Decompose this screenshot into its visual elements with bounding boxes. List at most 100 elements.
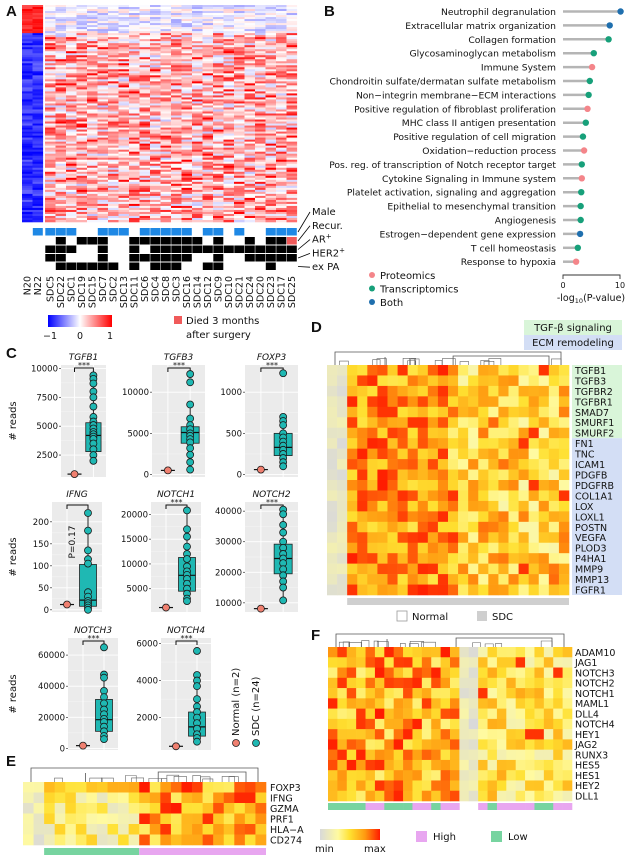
heatmap-d-cell <box>548 500 560 512</box>
heatmap-f-cell <box>374 790 385 802</box>
heatmap-a-cell <box>202 111 214 114</box>
heatmap-a-cell <box>244 215 256 219</box>
heatmap-d-cell <box>407 532 419 544</box>
heatmap-a-cell <box>223 81 235 84</box>
heatmap-a-cell <box>76 179 88 183</box>
heatmap-a-cell <box>22 213 33 217</box>
heatmap-d-cell <box>558 396 570 408</box>
heatmap-a-cell <box>181 135 193 138</box>
heatmap-f-cell <box>393 729 404 740</box>
heatmap-a-cell <box>66 187 77 191</box>
heatmap-f-cell <box>450 647 460 658</box>
heatmap-a-cell <box>234 177 245 181</box>
significance-stars: *** <box>181 634 193 643</box>
heatmap-d-cell <box>387 563 398 575</box>
heatmap-a-cell <box>129 137 140 140</box>
heatmap-a-cell <box>66 69 77 72</box>
heatmap-a-cell <box>223 163 235 167</box>
heatmap-f-cell <box>393 780 404 792</box>
heatmap-a-cell <box>160 47 172 50</box>
heatmap-d-cell <box>518 459 529 470</box>
heatmap-f-cell <box>384 718 394 730</box>
heatmap-a-cell <box>276 155 287 159</box>
heatmap-a-cell <box>223 205 235 209</box>
heatmap-a-cell <box>244 195 256 199</box>
heatmap-a-cell <box>202 85 214 88</box>
heatmap-a-cell <box>45 15 56 18</box>
heatmap-a-cell <box>55 153 67 156</box>
heatmap-a-cell <box>32 31 44 34</box>
heatmap-a-cell <box>192 43 203 46</box>
dendrogram-e-branch <box>125 775 137 782</box>
heatmap-d-cell <box>478 574 489 585</box>
annotation-cell-male <box>234 228 245 236</box>
heatmap-d-cell <box>448 375 459 387</box>
heatmap-a-cell <box>255 179 266 183</box>
heatmap-a-cell <box>171 37 182 40</box>
heatmap-a-cell <box>213 39 224 42</box>
heatmap-a-cell <box>244 171 256 175</box>
heatmap-a-cell <box>181 139 193 142</box>
heatmap-a-cell <box>45 105 56 108</box>
heatmap-a-cell <box>202 191 214 195</box>
heatmap-a-cell <box>118 99 130 102</box>
heatmap-a-cell <box>171 149 182 152</box>
heatmap-a-cell <box>55 73 67 76</box>
heatmap-a-cell <box>150 163 161 167</box>
heatmap-a-cell <box>66 133 77 136</box>
heatmap-a-cell <box>265 95 277 98</box>
heatmap-a-cell <box>181 79 193 82</box>
heatmap-a-cell <box>265 135 277 138</box>
heatmap-a-cell <box>265 185 277 189</box>
heatmap-a-cell <box>139 51 151 54</box>
heatmap-a-cell <box>129 211 140 215</box>
heatmap-f-cell <box>412 718 423 730</box>
heatmap-a-cell <box>202 175 214 179</box>
heatmap-a-cell <box>66 153 77 156</box>
heatmap-a-cell <box>265 187 277 191</box>
heatmap-f-cell <box>496 688 507 699</box>
heatmap-a-cell <box>76 93 88 96</box>
heatmap-e-cell <box>202 824 214 835</box>
heatmap-a-cell <box>234 211 245 215</box>
heatmap-a-cell <box>76 211 88 215</box>
heatmap-a-cell <box>108 169 119 173</box>
heatmap-a-cell <box>66 121 77 124</box>
heatmap-a-cell <box>171 111 182 114</box>
heatmap-f-cell <box>328 739 338 750</box>
heatmap-a-cell <box>129 65 140 68</box>
heatmap-a-cell <box>129 5 140 8</box>
heatmap-a-cell <box>286 171 298 175</box>
heatmap-f-cell <box>515 780 526 792</box>
heatmap-a-cell <box>22 73 33 76</box>
heatmap-a-cell <box>32 7 44 10</box>
heatmap-f-cell <box>478 780 488 792</box>
heatmap-a-cell <box>160 93 172 96</box>
heatmap-a-cell <box>213 87 224 90</box>
heatmap-d-cell <box>357 375 368 387</box>
heatmap-a-cell <box>255 15 266 18</box>
heatmap-a-cell <box>22 145 33 148</box>
heatmap-a-cell <box>45 13 56 16</box>
heatmap-a-cell <box>150 47 161 50</box>
heatmap-a-cell <box>171 125 182 128</box>
heatmap-a-cell <box>118 143 130 146</box>
heatmap-d-cell <box>367 542 378 554</box>
heatmap-d-cell <box>448 563 459 575</box>
heatmap-a-cell <box>22 151 33 154</box>
heatmap-d-cell <box>518 542 529 554</box>
heatmap-a-cell <box>129 157 140 161</box>
heatmap-d-cell <box>548 427 560 439</box>
heatmap-a-cell <box>255 33 266 36</box>
heatmap-a-cell <box>66 85 77 88</box>
heatmap-a-cell <box>139 127 151 130</box>
normal-point <box>256 604 265 613</box>
heatmap-a-cell <box>118 37 130 40</box>
heatmap-a-cell <box>97 175 109 179</box>
heatmap-f-cell <box>543 790 554 802</box>
heatmap-a-cell <box>55 151 67 154</box>
heatmap-d-cell <box>468 469 479 481</box>
heatmap-d-cell <box>498 438 509 449</box>
heatmap-a-cell <box>22 201 33 205</box>
heatmap-f-cell <box>393 770 404 781</box>
